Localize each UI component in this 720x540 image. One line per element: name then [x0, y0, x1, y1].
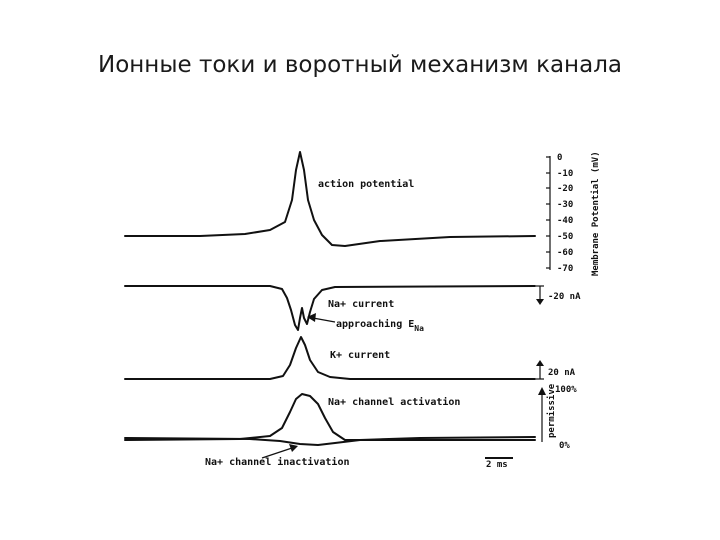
- na-scale-label: -20 nA: [548, 292, 581, 302]
- membrane-axis-title: Membrane Potential (mV): [590, 151, 601, 276]
- na-current-trace: [124, 285, 536, 331]
- mv-tick-2: -20: [557, 184, 573, 194]
- action-potential-trace: [124, 151, 536, 247]
- na-inactivation-trace: [124, 436, 536, 446]
- na-current-label: Na+ current: [328, 299, 394, 310]
- membrane-axis-ticks: [546, 156, 550, 269]
- mv-tick-0: 0: [557, 153, 562, 163]
- na-activation-trace: [124, 393, 536, 441]
- permissive-axis-title: permissive: [546, 383, 557, 438]
- mv-tick-1: -10: [557, 169, 573, 179]
- k-current-label: K+ current: [330, 350, 390, 361]
- mv-tick-6: -60: [557, 248, 573, 258]
- mv-tick-3: -30: [557, 200, 573, 210]
- approaching-ena-label: approaching ENa: [336, 318, 424, 333]
- action-potential-label: action potential: [318, 178, 414, 190]
- na-inactivation-label: Na+ channel inactivation: [205, 456, 350, 468]
- permissive-bottom-label: 0%: [559, 441, 570, 451]
- time-scale-label: 2 ms: [486, 460, 508, 470]
- inactivation-arrow: [261, 447, 293, 459]
- mv-tick-4: -40: [557, 216, 573, 226]
- mv-tick-5: -50: [557, 232, 573, 242]
- inactivation-arrowhead: [289, 444, 298, 452]
- approaching-arrowhead: [307, 313, 316, 322]
- permissive-top-label: 100%: [555, 385, 577, 395]
- mv-tick-7: -70: [557, 264, 573, 274]
- approaching-arrow: [312, 317, 336, 323]
- permissive-axis-arrowhead: [538, 387, 546, 395]
- k-current-trace: [124, 336, 536, 380]
- na-activation-label: Na+ channel activation: [328, 396, 460, 408]
- slide-title: Ионные токи и воротный механизм канала: [97, 52, 622, 78]
- k-scale-label: 20 nA: [548, 368, 576, 378]
- k-scale-bar: [536, 360, 544, 380]
- na-scale-bar: [536, 285, 544, 305]
